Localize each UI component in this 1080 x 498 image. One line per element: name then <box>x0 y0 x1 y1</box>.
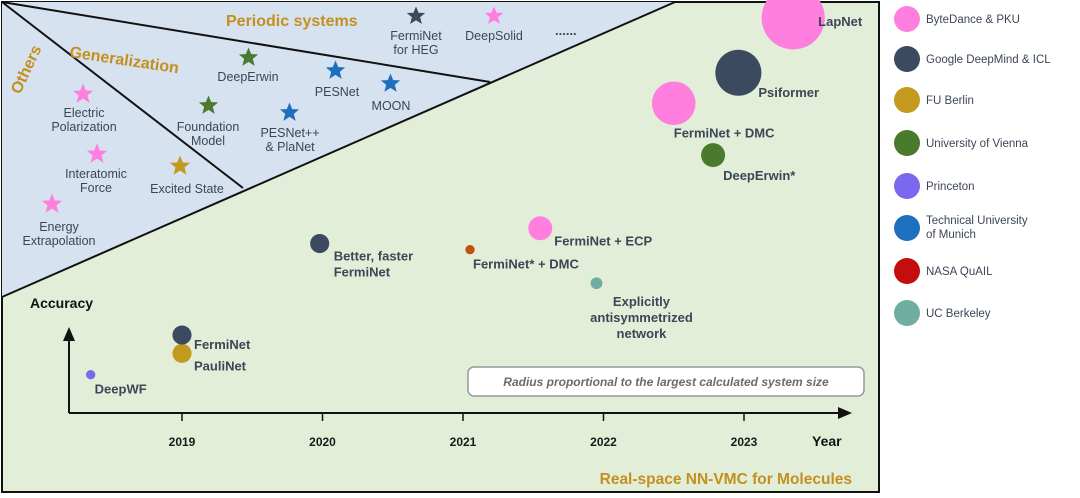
point-ferminet-dmc <box>465 245 475 255</box>
ellipsis: ...... <box>555 23 577 38</box>
label-energy-extrapolation-line2: Extrapolation <box>23 234 96 248</box>
svg-text:PESNet++& PlaNet: PESNet++ & PlaNet <box>260 126 319 154</box>
legend-swatch-bytedance-pku <box>894 6 920 32</box>
label-paulinet: PauliNet <box>194 358 247 373</box>
label-pesnetpp-line1: PESNet++ <box>260 126 319 140</box>
legend-label-fu-berlin: FU Berlin <box>926 95 974 107</box>
x-tick-label-2022: 2022 <box>590 435 617 449</box>
label-better-faster-ferminet: Better, faster FermiNet <box>334 249 413 280</box>
point-ferminet-ecp <box>528 216 553 241</box>
legend-label-technical-university-of-munich: Technical University of Munich <box>926 215 1028 241</box>
x-axis-label: Year <box>812 433 842 449</box>
legend-label-uc-berkeley: UC Berkeley <box>926 308 991 320</box>
point-better-faster-ferminet <box>310 234 330 254</box>
label-energy-extrapolation-line1: Energy <box>39 220 79 234</box>
legend-swatch-technical-university-of-munich <box>894 215 920 241</box>
main-title: Real-space NN-VMC for Molecules <box>600 471 852 488</box>
label-ferminet-for-heg-line2: for HEG <box>393 43 438 57</box>
legend-swatch-princeton <box>894 173 920 199</box>
label-interatomic-force-line1: Interatomic <box>65 167 127 181</box>
legend-swatch-uc-berkeley <box>894 300 920 326</box>
x-tick-label-2023: 2023 <box>731 435 758 449</box>
point-ferminet <box>172 325 192 345</box>
label-deeperwin: DeepErwin* <box>723 168 796 183</box>
label-psiformer: Psiformer <box>758 85 819 100</box>
point-ferminet-dmc <box>651 81 696 126</box>
legend-swatch-google-deepmind-icl <box>894 46 920 72</box>
label-foundation-model-line2: Model <box>191 134 225 148</box>
label-pesnetpp-line2: & PlaNet <box>265 140 315 154</box>
label-ferminet-ecp: FermiNet + ECP <box>554 233 652 248</box>
y-axis-label: Accuracy <box>30 295 93 311</box>
legend-label-princeton: Princeton <box>926 181 975 193</box>
label-ferminet-dmc: FermiNet* + DMC <box>473 257 579 272</box>
divider-periodic <box>1 1 491 83</box>
label-foundation-model-line1: Foundation <box>177 120 240 134</box>
x-axis-arrow <box>838 407 852 419</box>
x-tick-label-2019: 2019 <box>169 435 196 449</box>
label-electric-polarization-line2: Polarization <box>51 120 116 134</box>
label-deepsolid: DeepSolid <box>465 29 523 43</box>
label-excited-state: Excited State <box>150 182 224 196</box>
label-explicitly-antisymmetrized-network: Explicitly antisymmetrized network <box>590 294 693 341</box>
legend-swatch-fu-berlin <box>894 87 920 113</box>
label-interatomic-force-line2: Force <box>80 181 112 195</box>
legend-swatch-university-of-vienna <box>894 130 920 156</box>
point-explicitly-antisymmetrized-network <box>590 277 603 290</box>
label-deepwf: DeepWF <box>95 382 147 397</box>
label-electric-polarization-line1: Electric <box>64 106 105 120</box>
label-ferminet-for-heg-line1: FermiNet <box>390 29 442 43</box>
category-periodic: Periodic systems <box>226 13 358 30</box>
note-text: Radius proportional to the largest calcu… <box>503 375 829 389</box>
legend-label-google-deepmind-icl: Google DeepMind & ICL <box>926 54 1051 66</box>
note-box <box>467 366 865 397</box>
legend-label-nasa-quail: NASA QuAIL <box>926 266 993 278</box>
point-deeperwin <box>701 143 726 168</box>
x-tick-label-2021: 2021 <box>450 435 477 449</box>
label-ferminet: FermiNet <box>194 337 251 352</box>
divider-others <box>1 1 244 189</box>
point-psiformer <box>715 49 762 96</box>
point-lapnet <box>761 0 825 50</box>
label-lapnet: LapNet <box>818 14 863 29</box>
legend-label-bytedance-pku: ByteDance & PKU <box>926 14 1020 26</box>
label-ferminet-dmc: FermiNet + DMC <box>674 125 775 140</box>
divider-main <box>1 1 676 298</box>
label-moon: MOON <box>372 99 411 113</box>
x-tick-label-2020: 2020 <box>309 435 336 449</box>
label-deeperwin: DeepErwin <box>217 70 278 84</box>
legend-label-university-of-vienna: University of Vienna <box>926 138 1029 150</box>
legend-swatch-nasa-quail <box>894 258 920 284</box>
point-deepwf <box>86 370 96 380</box>
label-pesnet: PESNet <box>315 85 360 99</box>
y-axis-arrow <box>63 327 75 341</box>
point-paulinet <box>172 343 192 363</box>
